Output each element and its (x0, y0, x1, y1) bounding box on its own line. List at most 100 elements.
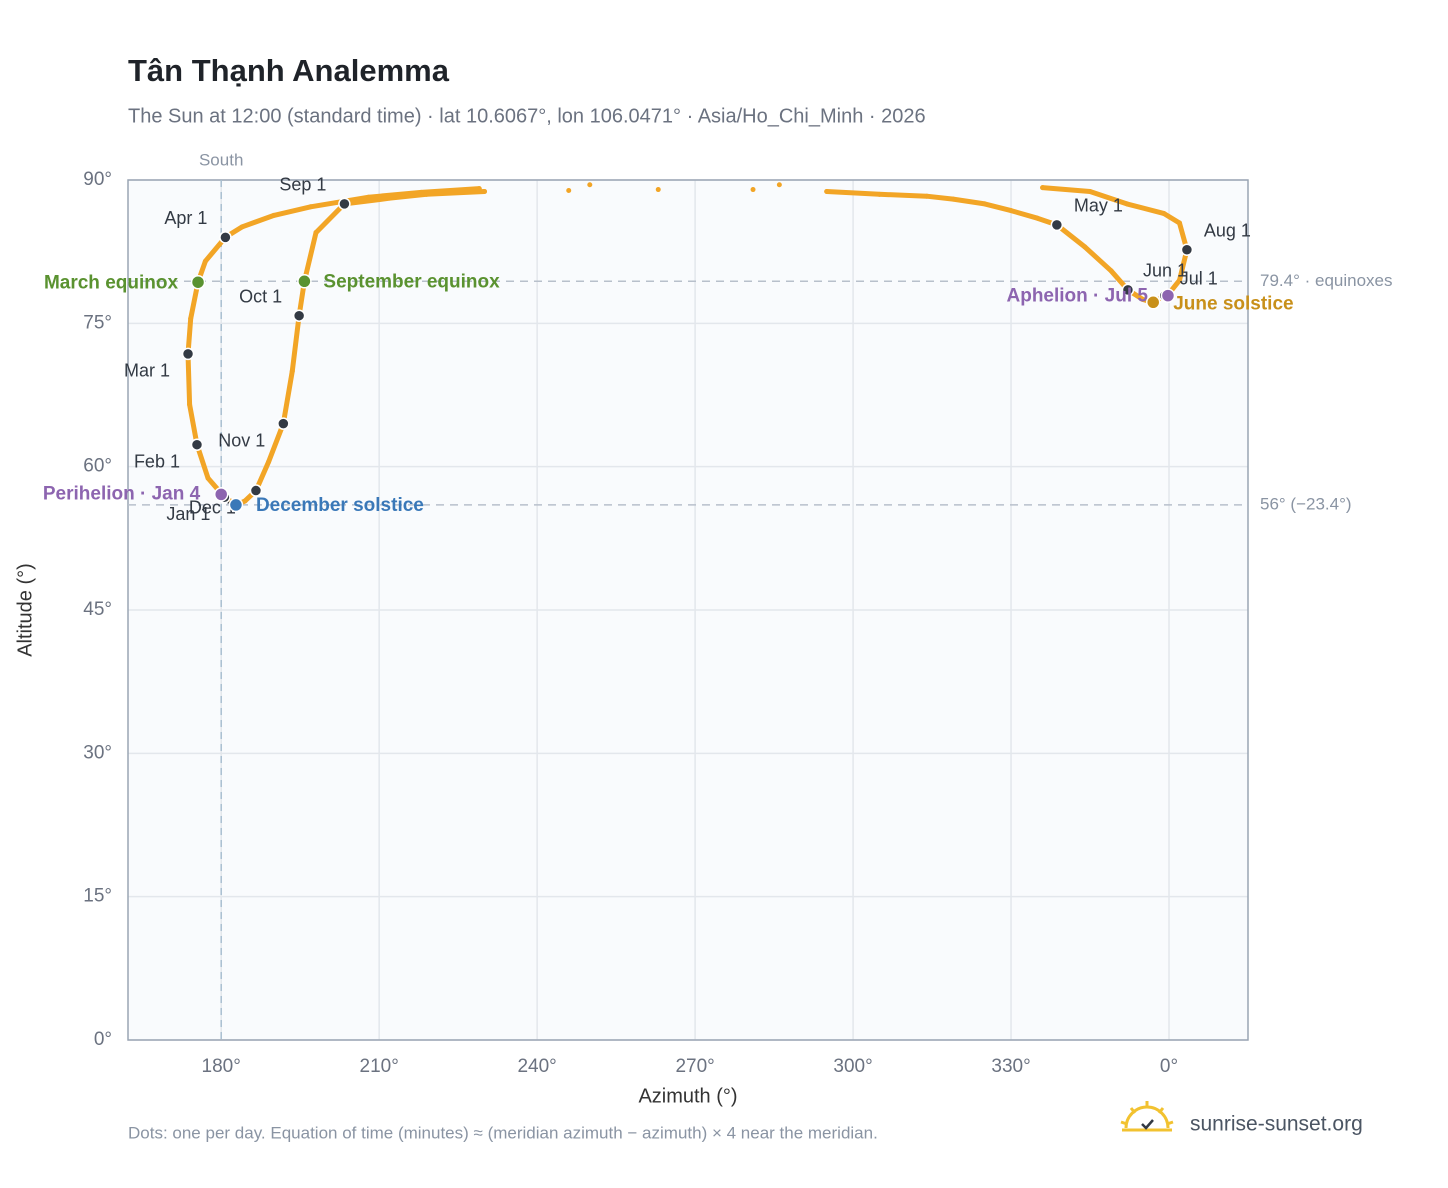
daily-dot (1082, 244, 1088, 250)
daily-dot (313, 230, 319, 236)
reference-label: 79.4° · equinoxes (1260, 271, 1393, 290)
meridian-label: South (199, 150, 243, 169)
daily-dot (476, 186, 482, 192)
reference-label: 56° (−23.4°) (1260, 494, 1352, 513)
x-tick-label: 240° (517, 1056, 556, 1077)
event-marker (1160, 288, 1176, 303)
x-tick-label: 300° (833, 1056, 872, 1077)
event-label: March equinox (44, 272, 179, 293)
daily-dot (424, 191, 430, 197)
month-label: Mar 1 (124, 361, 170, 381)
daily-dot (655, 187, 661, 193)
y-axis-label: Altitude (°) (14, 563, 36, 657)
daily-dot (1008, 208, 1014, 214)
y-tick-label: 0° (94, 1029, 112, 1050)
event-label: Perihelion · Jan 4 (43, 483, 201, 504)
month-label: Oct 1 (239, 286, 282, 306)
daily-dot (387, 195, 393, 201)
daily-dot (418, 189, 424, 195)
daily-dot (188, 316, 194, 322)
daily-dot (982, 201, 988, 207)
month-marker (219, 231, 232, 244)
month-marker (249, 484, 263, 497)
month-marker (181, 347, 195, 361)
analemma-curve (824, 185, 1190, 305)
y-tick-label: 15° (83, 886, 112, 907)
month-label: Nov 1 (218, 430, 265, 450)
month-marker (292, 309, 306, 322)
daily-dot (205, 475, 211, 481)
brand-logo (1120, 1101, 1174, 1132)
daily-dot (750, 187, 756, 193)
daily-dot (587, 182, 593, 188)
event-label: September equinox (323, 271, 500, 292)
event-label: Aphelion · Jul 5 (1007, 286, 1149, 307)
daily-dot (1040, 185, 1046, 191)
daily-dot (1034, 215, 1040, 221)
month-label: May 1 (1074, 196, 1123, 216)
event-marker (228, 497, 244, 513)
event-label: December solstice (256, 495, 424, 516)
event-marker (213, 487, 229, 502)
month-marker (277, 417, 290, 430)
daily-dot (289, 368, 295, 374)
event-label: June solstice (1173, 293, 1293, 314)
daily-dot (566, 188, 572, 194)
daily-dot (266, 459, 272, 465)
brand: sunrise-sunset.org (1190, 1113, 1363, 1136)
x-tick-label: 180° (202, 1056, 241, 1077)
x-axis-label: Azimuth (°) (638, 1085, 737, 1107)
x-tick-label: 330° (991, 1056, 1030, 1077)
month-marker (190, 438, 204, 451)
chart-title: Tân Thạnh Analemma (128, 53, 450, 88)
daily-dot (776, 182, 782, 188)
event-marker (297, 274, 312, 289)
daily-dot (366, 194, 372, 200)
daily-dot (1177, 277, 1183, 283)
daily-dot (924, 193, 930, 199)
month-marker (1050, 218, 1064, 232)
y-tick-label: 60° (83, 456, 112, 477)
daily-dot (242, 498, 248, 504)
month-label: Jun 1 (1143, 261, 1187, 281)
daily-dot (239, 224, 245, 230)
daily-dot (187, 402, 193, 408)
daily-dot (1177, 220, 1183, 226)
event-marker (190, 274, 206, 290)
daily-dot (271, 212, 277, 218)
event-marker (1145, 295, 1161, 310)
daily-dot (1124, 201, 1130, 207)
month-label: Jan 1 (166, 504, 210, 524)
y-tick-label: 30° (83, 742, 112, 763)
y-tick-label: 45° (83, 599, 112, 620)
plot-border (127, 179, 1249, 1041)
month-label: Aug 1 (1204, 221, 1251, 241)
daily-dot (308, 204, 314, 210)
month-marker (338, 197, 351, 211)
chart-subtitle: The Sun at 12:00 (standard time) · lat 1… (128, 105, 926, 127)
y-tick-label: 90° (83, 169, 112, 190)
footnote: Dots: one per day. Equation of time (min… (128, 1123, 878, 1142)
daily-dot (1161, 210, 1167, 216)
daily-dot (202, 258, 208, 264)
month-label: Sep 1 (279, 175, 326, 195)
month-label: Feb 1 (134, 451, 180, 471)
daily-dot (1140, 296, 1146, 302)
daily-dot (1108, 268, 1114, 274)
daily-dot (1087, 188, 1093, 194)
x-tick-label: 0° (1160, 1056, 1178, 1077)
month-marker (1180, 243, 1194, 257)
month-marker (1121, 283, 1135, 297)
analemma-curve (222, 189, 487, 508)
daily-dot (481, 188, 487, 194)
y-tick-label: 75° (83, 312, 112, 333)
daily-dot (950, 196, 956, 202)
month-label: Dec 1 (189, 497, 236, 517)
month-label: Jul 1 (1180, 268, 1218, 288)
x-tick-label: 270° (675, 1056, 714, 1077)
month-label: Apr 1 (164, 208, 207, 228)
x-tick-label: 210° (360, 1056, 399, 1077)
daily-dot (876, 191, 882, 197)
